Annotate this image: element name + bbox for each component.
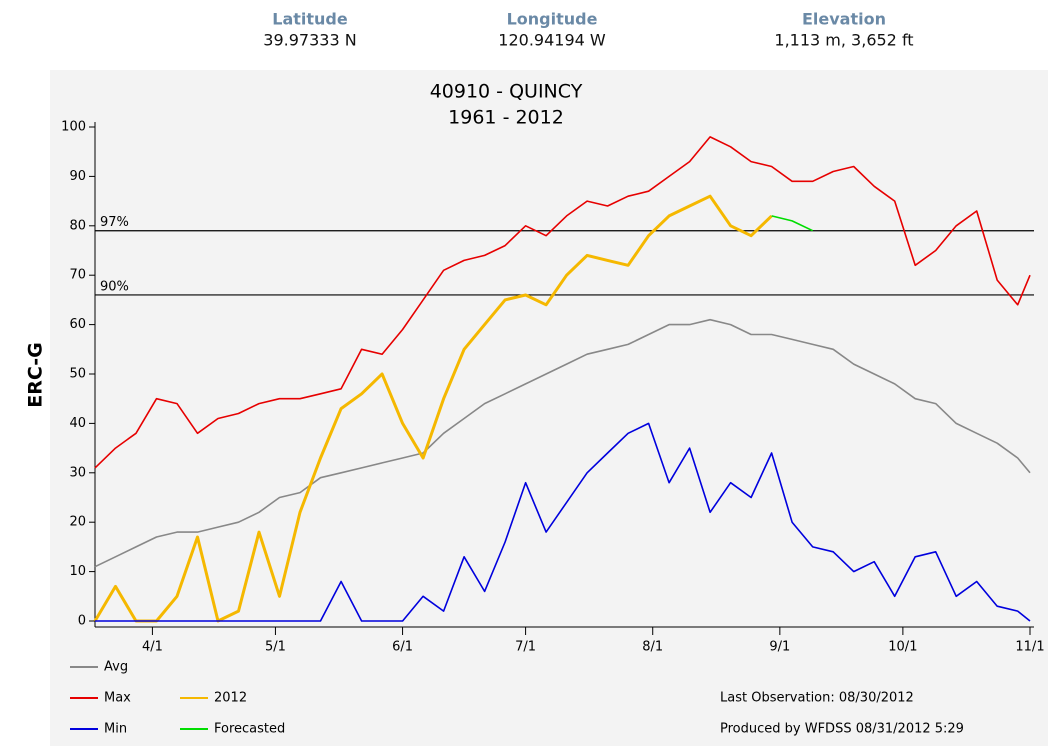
chart-subtitle: 1961 - 2012 — [448, 107, 564, 129]
y-tick-label: 40 — [69, 416, 86, 431]
latitude-label: Latitude — [272, 10, 348, 29]
y-tick-label: 50 — [69, 367, 86, 382]
legend-label: 2012 — [214, 691, 247, 706]
series-line — [95, 422, 1031, 622]
chart-background — [50, 70, 1048, 746]
series-line — [94, 318, 1031, 568]
chart-title: 40910 - QUINCY — [430, 81, 583, 103]
legend-label: Min — [104, 722, 127, 737]
x-tick-label: 8/1 — [642, 640, 663, 655]
series-line — [771, 215, 814, 232]
y-tick-label: 20 — [69, 515, 86, 530]
series-line — [93, 194, 773, 623]
y-tick-label: 70 — [69, 268, 86, 283]
x-tick-label: 7/1 — [515, 640, 536, 655]
x-tick-label: 5/1 — [265, 640, 286, 655]
threshold-label: 90% — [100, 279, 129, 294]
y-axis-label: ERC-G — [25, 342, 47, 407]
legend-label: Max — [104, 691, 131, 706]
y-tick-label: 10 — [69, 564, 86, 579]
y-tick-label: 0 — [78, 614, 86, 629]
produced-by: Produced by WFDSS 08/31/2012 5:29 — [720, 722, 964, 737]
legend-label: Forecasted — [214, 722, 285, 737]
y-tick-label: 100 — [61, 120, 86, 135]
x-tick-label: 9/1 — [769, 640, 790, 655]
longitude-value: 120.94194 W — [498, 31, 606, 50]
latitude-value: 39.97333 N — [263, 31, 356, 50]
y-tick-label: 60 — [69, 317, 86, 332]
elevation-label: Elevation — [802, 10, 886, 29]
x-tick-label: 4/1 — [142, 640, 163, 655]
y-tick-label: 30 — [69, 465, 86, 480]
last-observation: Last Observation: 08/30/2012 — [720, 691, 914, 706]
series-line — [94, 136, 1031, 469]
x-tick-label: 10/1 — [888, 640, 917, 655]
threshold-label: 97% — [100, 215, 129, 230]
elevation-value: 1,113 m, 3,652 ft — [774, 31, 913, 50]
longitude-label: Longitude — [507, 10, 598, 29]
y-tick-label: 80 — [69, 218, 86, 233]
legend-label: Avg — [104, 660, 128, 675]
x-tick-label: 11/1 — [1015, 640, 1044, 655]
x-tick-label: 6/1 — [392, 640, 413, 655]
y-tick-label: 90 — [69, 169, 86, 184]
